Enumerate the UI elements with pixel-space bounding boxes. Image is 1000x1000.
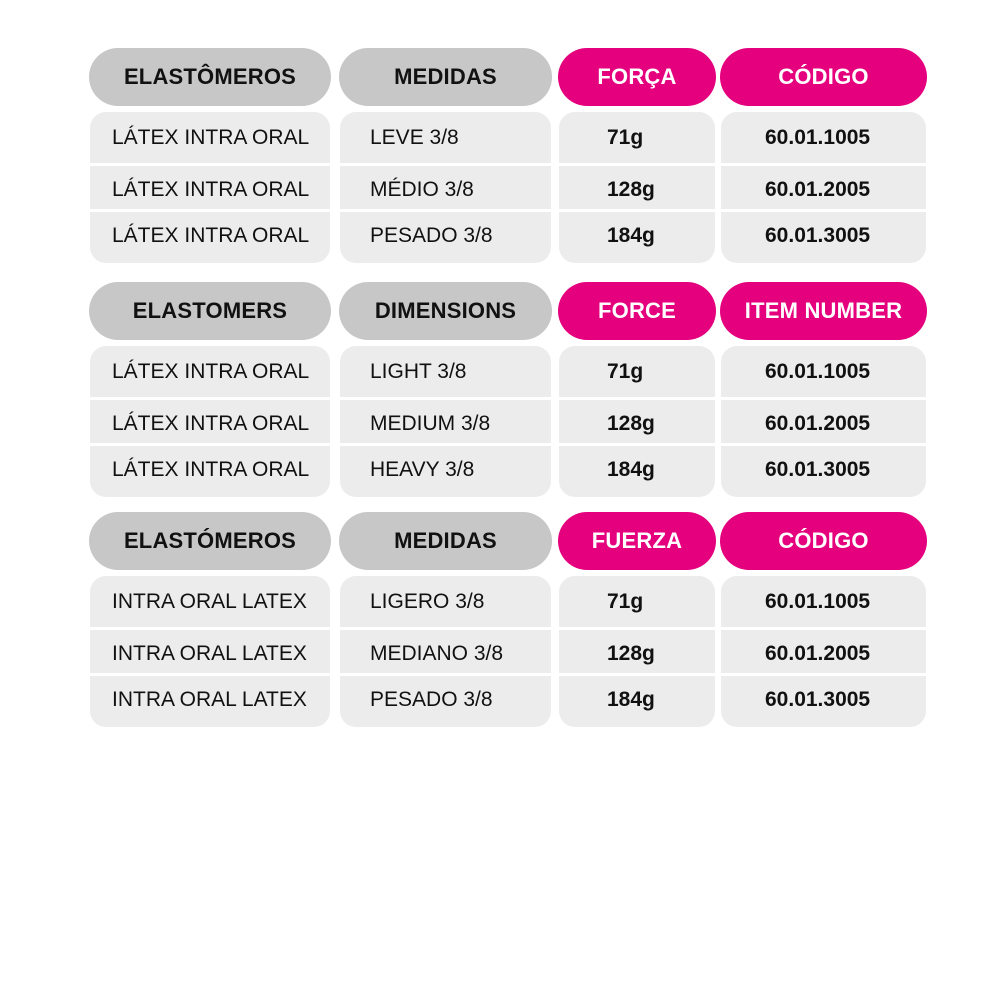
header-force: FUERZA [558, 512, 716, 570]
cell-force: 128g [559, 163, 715, 214]
header-elastomer: ELASTÓMEROS [89, 512, 331, 570]
column-body: 60.01.1005 60.01.2005 60.01.3005 [721, 576, 926, 727]
cell-elastomer: LÁTEX INTRA ORAL [90, 397, 330, 448]
header-code: ITEM NUMBER [720, 282, 927, 340]
cell-elastomer: LÁTEX INTRA ORAL [90, 209, 330, 260]
cell-force: 71g [607, 590, 644, 613]
cell-elastomer: LÁTEX INTRA ORAL [112, 126, 310, 149]
cell-code: 60.01.2005 [721, 163, 926, 214]
header-code: CÓDIGO [720, 48, 927, 106]
cell-code: 60.01.1005 [765, 360, 871, 383]
column-body: LIGHT 3/8 MEDIUM 3/8 HEAVY 3/8 [340, 346, 551, 497]
cell-force: 71g [607, 360, 644, 383]
product-table-portuguese: ELASTÔMEROS LÁTEX INTRA ORAL LÁTEX INTRA… [0, 48, 1000, 268]
cell-dimension: LIGHT 3/8 [370, 360, 467, 383]
cell-code: 60.01.3005 [721, 209, 926, 260]
cell-dimension: MÉDIO 3/8 [340, 163, 551, 214]
cell-code: 60.01.2005 [721, 627, 926, 678]
cell-elastomer: LÁTEX INTRA ORAL [90, 163, 330, 214]
cell-code: 60.01.2005 [721, 397, 926, 448]
cell-dimension: LIGERO 3/8 [370, 590, 485, 613]
header-force: FORCE [558, 282, 716, 340]
cell-force: 128g [559, 397, 715, 448]
column-body: LEVE 3/8 MÉDIO 3/8 PESADO 3/8 [340, 112, 551, 263]
column-body: 60.01.1005 60.01.2005 60.01.3005 [721, 112, 926, 263]
cell-code: 60.01.1005 [765, 126, 871, 149]
product-table-spanish: ELASTÓMEROS INTRA ORAL LATEX INTRA ORAL … [0, 512, 1000, 732]
cell-dimension: PESADO 3/8 [340, 673, 551, 724]
cell-dimension: HEAVY 3/8 [340, 443, 551, 494]
column-body: 71g 128g 184g [559, 346, 715, 497]
header-dimension: DIMENSIONS [339, 282, 552, 340]
column-body: LIGERO 3/8 MEDIANO 3/8 PESADO 3/8 [340, 576, 551, 727]
cell-dimension: PESADO 3/8 [340, 209, 551, 260]
header-dimension: MEDIDAS [339, 512, 552, 570]
cell-elastomer: INTRA ORAL LATEX [112, 590, 307, 613]
header-code: CÓDIGO [720, 512, 927, 570]
cell-dimension: MEDIANO 3/8 [340, 627, 551, 678]
cell-elastomer: LÁTEX INTRA ORAL [112, 360, 310, 383]
header-elastomer: ELASTOMERS [89, 282, 331, 340]
header-dimension: MEDIDAS [339, 48, 552, 106]
column-body: LÁTEX INTRA ORAL LÁTEX INTRA ORAL LÁTEX … [90, 346, 330, 497]
cell-force: 184g [559, 209, 715, 260]
cell-force: 71g [607, 126, 644, 149]
column-body: 71g 128g 184g [559, 576, 715, 727]
cell-force: 184g [559, 673, 715, 724]
column-body: 60.01.1005 60.01.2005 60.01.3005 [721, 346, 926, 497]
header-force: FORÇA [558, 48, 716, 106]
cell-elastomer: INTRA ORAL LATEX [90, 627, 330, 678]
column-body: 71g 128g 184g [559, 112, 715, 263]
cell-code: 60.01.3005 [721, 443, 926, 494]
cell-dimension: LEVE 3/8 [370, 126, 459, 149]
cell-force: 128g [559, 627, 715, 678]
header-elastomer: ELASTÔMEROS [89, 48, 331, 106]
cell-code: 60.01.1005 [765, 590, 871, 613]
cell-dimension: MEDIUM 3/8 [340, 397, 551, 448]
cell-force: 184g [559, 443, 715, 494]
column-body: INTRA ORAL LATEX INTRA ORAL LATEX INTRA … [90, 576, 330, 727]
product-table-english: ELASTOMERS LÁTEX INTRA ORAL LÁTEX INTRA … [0, 282, 1000, 502]
cell-code: 60.01.3005 [721, 673, 926, 724]
column-body: LÁTEX INTRA ORAL LÁTEX INTRA ORAL LÁTEX … [90, 112, 330, 263]
cell-elastomer: INTRA ORAL LATEX [90, 673, 330, 724]
cell-elastomer: LÁTEX INTRA ORAL [90, 443, 330, 494]
